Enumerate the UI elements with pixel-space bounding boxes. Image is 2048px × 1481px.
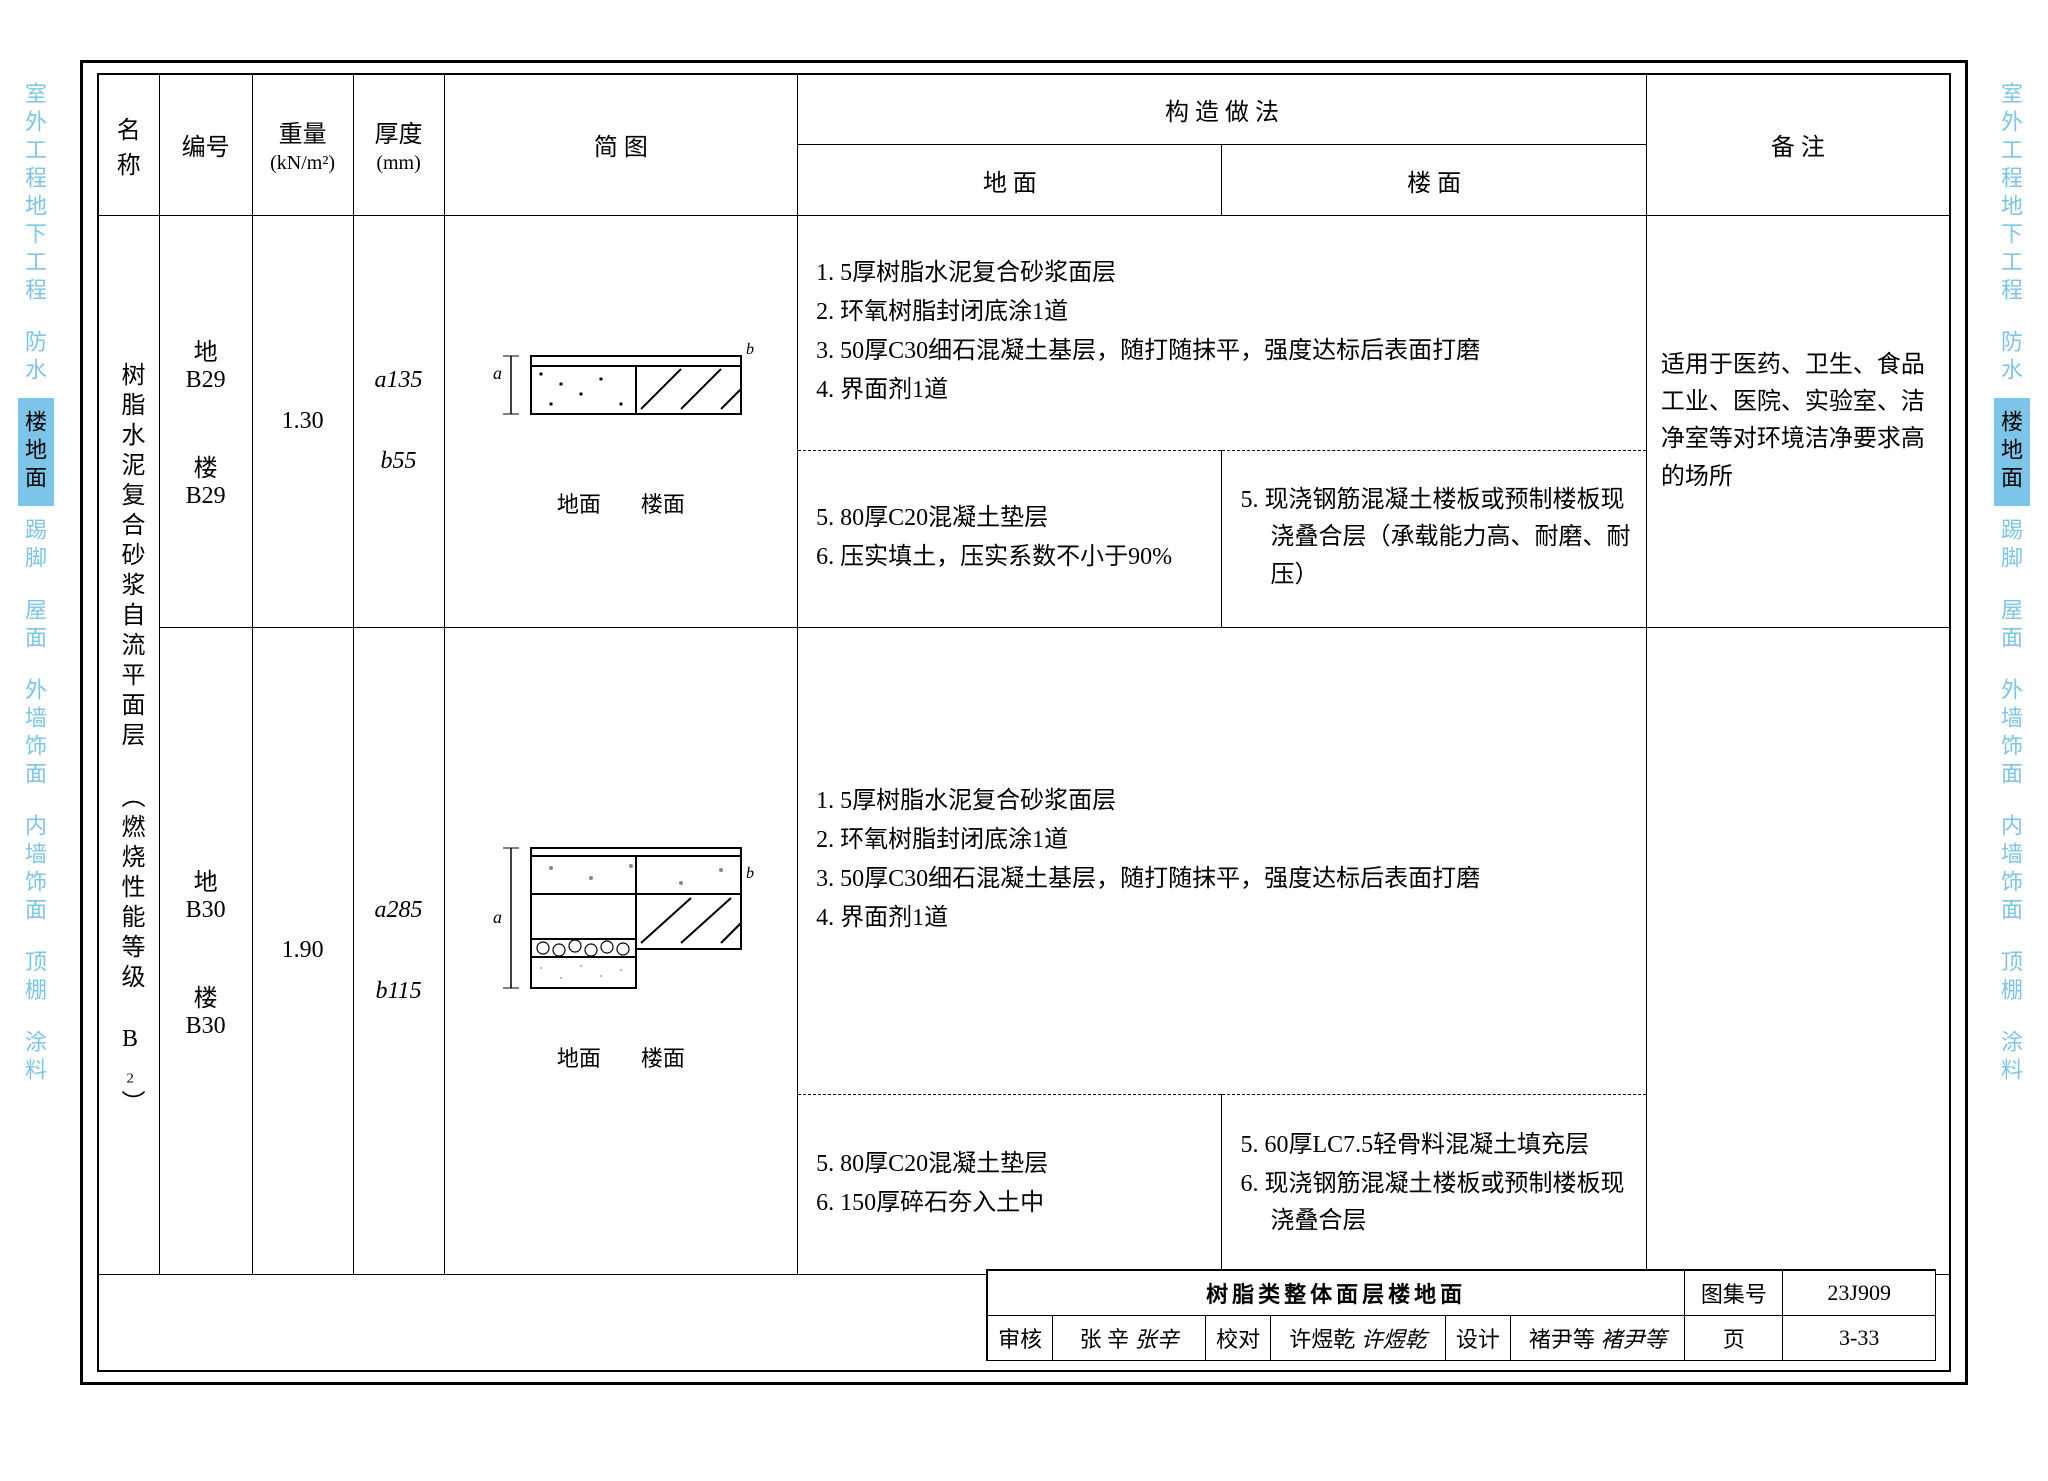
th-weight: 重量(kN/m²) — [252, 75, 353, 216]
check-label: 校对 — [1205, 1316, 1270, 1361]
floor-bot-2: 5. 60厚LC7.5轻骨料混凝土填充层6. 现浇钢筋混凝土楼板或预制楼板现浇叠… — [1222, 1095, 1646, 1275]
page-value: 3-33 — [1783, 1316, 1936, 1361]
step-item: 3. 50厚C30细石混凝土基层，随打随抹平，强度达标后表面打磨 — [816, 333, 1632, 370]
side-tab[interactable]: 屋面 — [1994, 586, 2030, 666]
review-name: 张 辛 张辛 — [1053, 1316, 1206, 1361]
side-tab[interactable]: 踢脚 — [1994, 506, 2030, 586]
review-label: 审核 — [988, 1316, 1053, 1361]
svg-text:a: a — [493, 907, 502, 927]
inner-frame: 名称 编号 重量(kN/m²) 厚度(mm) 简 图 构 造 做 法 备 注 地… — [97, 73, 1951, 1372]
code-1: 地B29 楼B29 — [159, 215, 252, 627]
side-tab[interactable]: 内墙饰面 — [18, 802, 54, 938]
section-diagram-icon: a b — [481, 324, 761, 474]
thick-1: a135 b55 — [353, 215, 444, 627]
thick-2: a285 b115 — [353, 627, 444, 1274]
side-tab[interactable]: 踢脚 — [18, 506, 54, 586]
th-ground: 地 面 — [798, 145, 1222, 215]
svg-text:a: a — [493, 363, 502, 383]
album-label: 图集号 — [1685, 1271, 1783, 1316]
side-tab[interactable]: 内墙饰面 — [1994, 802, 2030, 938]
th-diagram: 简 图 — [444, 75, 798, 216]
name-cell: 树脂水泥复合砂浆自流平面层 （燃烧性能等级 B₂） — [99, 215, 160, 1274]
step-item: 2. 环氧树脂封闭底涂1道 — [816, 822, 1632, 859]
th-floor: 楼 面 — [1222, 145, 1646, 215]
design-label: 设计 — [1445, 1316, 1510, 1361]
step-item: 2. 环氧树脂封闭底涂1道 — [816, 294, 1632, 331]
ground-bot-1: 5. 80厚C20混凝土垫层6. 压实填土，压实系数不小于90% — [798, 451, 1222, 628]
page-label: 页 — [1685, 1316, 1783, 1361]
step-item: 4. 界面剂1道 — [816, 900, 1632, 937]
th-name: 名称 — [99, 75, 160, 216]
ground-top-2: 1. 5厚树脂水泥复合砂浆面层2. 环氧树脂封闭底涂1道3. 50厚C30细石混… — [798, 627, 1647, 1094]
design-name: 褚尹等 褚尹等 — [1511, 1316, 1685, 1361]
th-thick: 厚度(mm) — [353, 75, 444, 216]
code-2: 地B30 楼B30 — [159, 627, 252, 1274]
album-value: 23J909 — [1783, 1271, 1936, 1316]
th-note: 备 注 — [1646, 75, 1949, 216]
step-item: 6. 压实填土，压实系数不小于90% — [816, 539, 1207, 576]
side-tab[interactable]: 楼地面 — [1994, 398, 2030, 506]
side-tab[interactable]: 外墙饰面 — [18, 666, 54, 802]
step-item: 5. 60厚LC7.5轻骨料混凝土填充层 — [1240, 1127, 1631, 1164]
step-item: 3. 50厚C30细石混凝土基层，随打随抹平，强度达标后表面打磨 — [816, 861, 1632, 898]
side-tab[interactable]: 顶棚 — [18, 938, 54, 1018]
side-tab[interactable]: 涂料 — [18, 1018, 54, 1098]
svg-text:b: b — [746, 341, 754, 358]
ground-top-1: 1. 5厚树脂水泥复合砂浆面层2. 环氧树脂封闭底涂1道3. 50厚C30细石混… — [798, 215, 1647, 450]
step-item: 1. 5厚树脂水泥复合砂浆面层 — [816, 783, 1632, 820]
sheet-title: 树脂类整体面层楼地面 — [988, 1271, 1685, 1316]
row-1-top: 树脂水泥复合砂浆自流平面层 （燃烧性能等级 B₂） 地B29 楼B29 1.30… — [99, 215, 1950, 450]
step-item: 5. 80厚C20混凝土垫层 — [816, 1146, 1207, 1183]
side-tab[interactable]: 防水 — [18, 318, 54, 398]
diagram-1: a b — [444, 215, 798, 627]
step-item: 6. 现浇钢筋混凝土楼板或预制楼板现浇叠合层 — [1240, 1166, 1631, 1240]
side-tab[interactable]: 涂料 — [1994, 1018, 2030, 1098]
step-item: 4. 界面剂1道 — [816, 372, 1632, 409]
side-tab[interactable]: 楼地面 — [18, 398, 54, 506]
weight-2: 1.90 — [252, 627, 353, 1274]
section-diagram-icon: a — [481, 828, 761, 1028]
side-tab[interactable]: 室外工程地下工程 — [18, 70, 54, 318]
left-tab-strip: 室外工程地下工程防水楼地面踢脚屋面外墙饰面内墙饰面顶棚涂料 — [18, 70, 54, 1098]
right-tab-strip: 室外工程地下工程防水楼地面踢脚屋面外墙饰面内墙饰面顶棚涂料 — [1994, 70, 2030, 1098]
title-block: 树脂类整体面层楼地面 图集号 23J909 审核 张 辛 张辛 校对 许煜乾 许… — [986, 1269, 1936, 1361]
th-code: 编号 — [159, 75, 252, 216]
page-frame: 名称 编号 重量(kN/m²) 厚度(mm) 简 图 构 造 做 法 备 注 地… — [80, 60, 1968, 1385]
th-method: 构 造 做 法 — [798, 75, 1647, 145]
row-2-top: 地B30 楼B30 1.90 a285 b115 a — [99, 627, 1950, 1094]
step-item: 6. 150厚碎石夯入土中 — [816, 1185, 1207, 1222]
header-row-1: 名称 编号 重量(kN/m²) 厚度(mm) 简 图 构 造 做 法 备 注 — [99, 75, 1950, 145]
step-item: 5. 80厚C20混凝土垫层 — [816, 500, 1207, 537]
svg-text:b: b — [746, 865, 754, 882]
ground-bot-2: 5. 80厚C20混凝土垫层6. 150厚碎石夯入土中 — [798, 1095, 1222, 1275]
note-2 — [1646, 627, 1949, 1274]
side-tab[interactable]: 外墙饰面 — [1994, 666, 2030, 802]
side-tab[interactable]: 屋面 — [18, 586, 54, 666]
construction-table: 名称 编号 重量(kN/m²) 厚度(mm) 简 图 构 造 做 法 备 注 地… — [98, 74, 1950, 1371]
floor-bot-1: 5. 现浇钢筋混凝土楼板或预制楼板现浇叠合层（承载能力高、耐磨、耐压） — [1222, 451, 1646, 628]
side-tab[interactable]: 顶棚 — [1994, 938, 2030, 1018]
side-tab[interactable]: 室外工程地下工程 — [1994, 70, 2030, 318]
diagram-2: a — [444, 627, 798, 1274]
step-item: 5. 现浇钢筋混凝土楼板或预制楼板现浇叠合层（承载能力高、耐磨、耐压） — [1240, 482, 1631, 594]
note-1: 适用于医药、卫生、食品工业、医院、实验室、洁净室等对环境洁净要求高的场所 — [1646, 215, 1949, 627]
side-tab[interactable]: 防水 — [1994, 318, 2030, 398]
check-name: 许煜乾 许煜乾 — [1271, 1316, 1445, 1361]
step-item: 1. 5厚树脂水泥复合砂浆面层 — [816, 255, 1632, 292]
weight-1: 1.30 — [252, 215, 353, 627]
